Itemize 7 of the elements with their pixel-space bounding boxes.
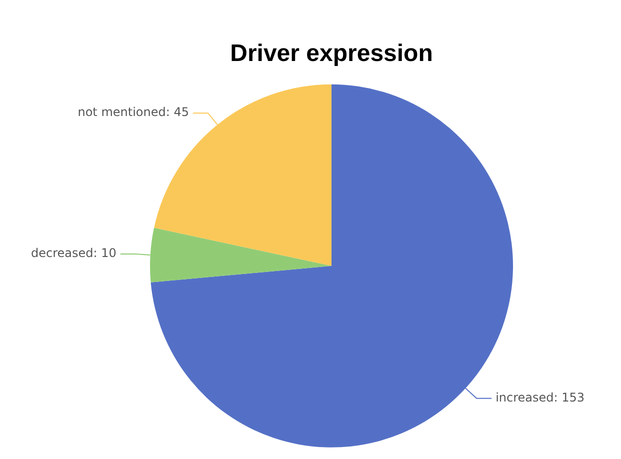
slice-label: decreased — [30, 246, 94, 260]
chart-title: Driver expression — [230, 40, 433, 68]
slice-label: not mentioned — [78, 105, 166, 120]
data-label: : 153 — [554, 390, 585, 405]
data-label: : 45 — [166, 105, 190, 120]
slice-label: increased — [496, 390, 554, 405]
data-label: : 10 — [93, 246, 116, 260]
